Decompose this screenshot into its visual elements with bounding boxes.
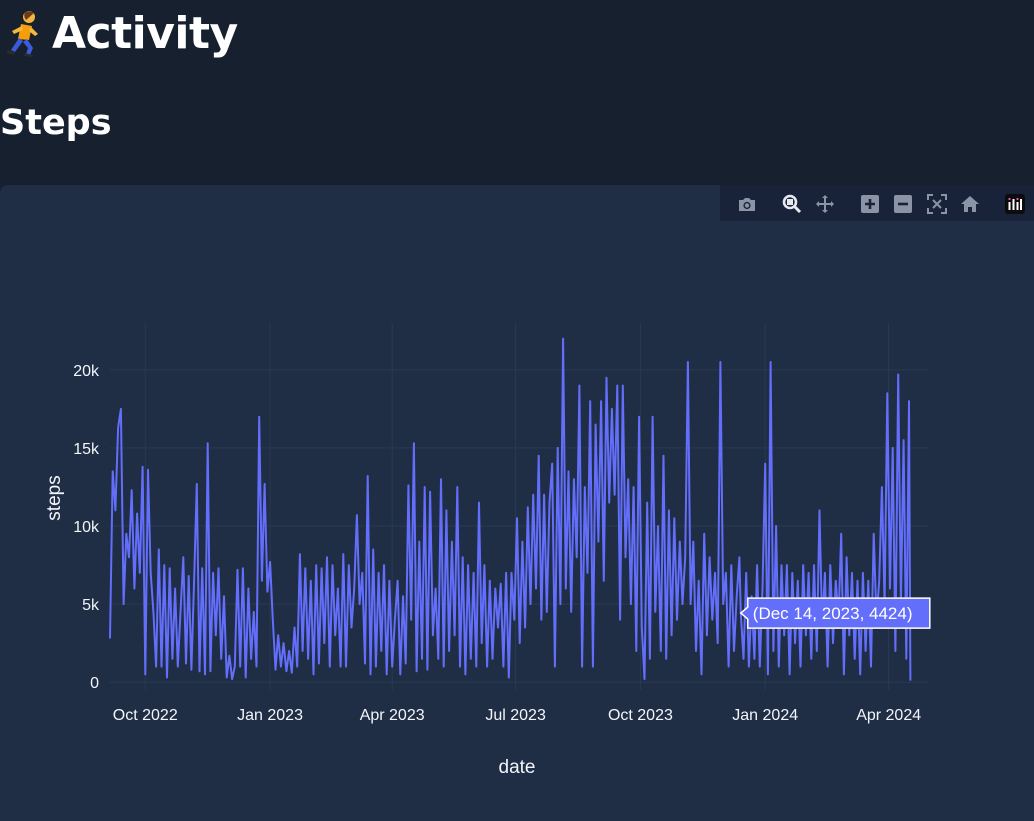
- zoom-icon[interactable]: [781, 193, 803, 215]
- data-layer: [109, 337, 912, 681]
- zoom-in-icon[interactable]: [859, 193, 881, 215]
- x-tick-label: Jan 2024: [732, 707, 798, 724]
- y-tick-label: 0: [90, 675, 99, 692]
- zoom-out-icon[interactable]: [892, 193, 914, 215]
- page-title: Activity: [4, 8, 238, 60]
- running-person-icon: [6, 11, 38, 57]
- x-tick-label: Oct 2023: [608, 707, 673, 724]
- chart-card: Oct 2022 Jan 2023 Apr 2023 Jul 2023 Oct 2023…: [0, 185, 1034, 821]
- hover-tooltip-box: [739, 597, 931, 629]
- autoscale-icon[interactable]: [926, 193, 948, 215]
- steps-line-chart[interactable]: Oct 2022 Jan 2023 Apr 2023 Jul 2023 Oct 2023…: [0, 185, 1034, 821]
- chart-modebar: [720, 185, 1034, 221]
- hover-tooltip: (Dec 14, 2023, 4424): [739, 597, 931, 629]
- section-title: Steps: [0, 103, 112, 143]
- x-tick-label: Oct 2022: [113, 707, 178, 724]
- y-tick-label: 15k: [73, 441, 100, 458]
- plotly-logo-icon[interactable]: [1004, 193, 1026, 215]
- axis-ticks: Oct 2022 Jan 2023 Apr 2023 Jul 2023 Oct 2023…: [73, 363, 921, 724]
- page-title-text: Activity: [52, 8, 238, 59]
- y-tick-label: 10k: [73, 519, 100, 536]
- pan-icon[interactable]: [814, 193, 836, 215]
- y-tick-label: 5k: [82, 597, 100, 614]
- reset-axes-icon[interactable]: [959, 193, 981, 215]
- x-tick-label: Jan 2023: [237, 707, 303, 724]
- x-tick-label: Apr 2023: [360, 707, 425, 724]
- hover-tooltip-text: (Dec 14, 2023, 4424): [753, 604, 913, 623]
- camera-icon[interactable]: [736, 193, 758, 215]
- x-tick-label: Apr 2024: [856, 707, 921, 724]
- y-tick-label: 20k: [73, 363, 100, 380]
- steps-series-line[interactable]: [109, 337, 912, 681]
- x-axis-title: date: [499, 757, 536, 778]
- y-axis-title: steps: [44, 475, 65, 520]
- x-tick-label: Jul 2023: [485, 707, 546, 724]
